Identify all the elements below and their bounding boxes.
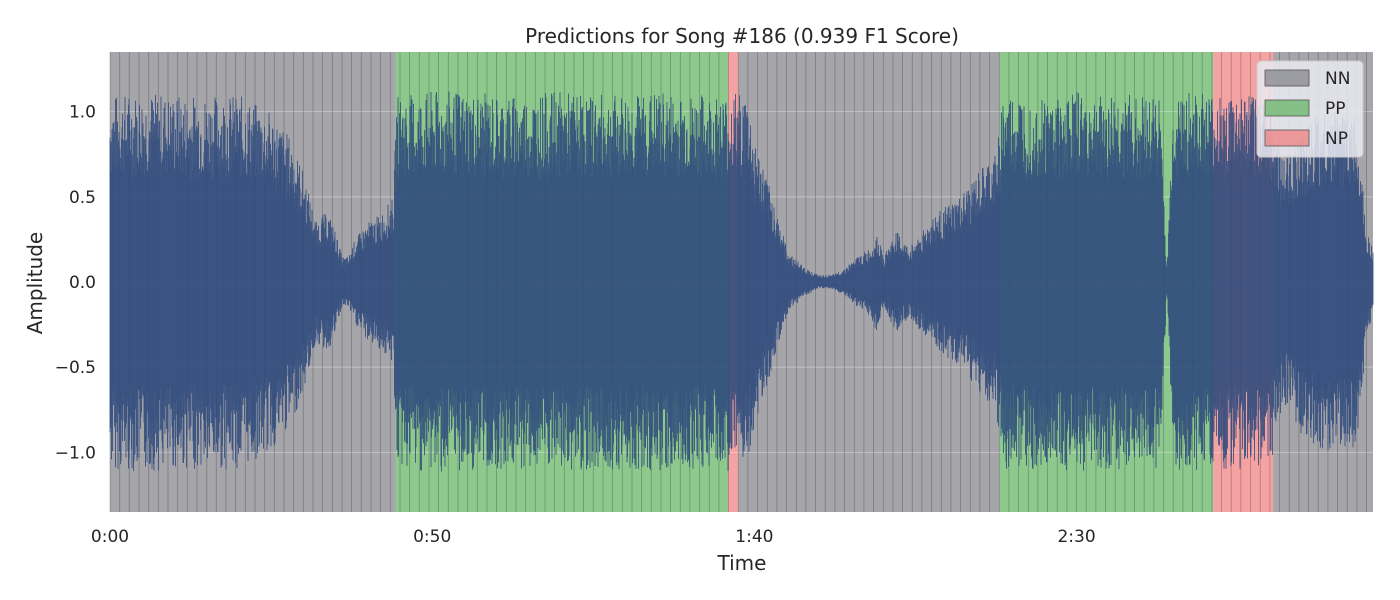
y-tick-label-2: 0.0 <box>69 273 96 293</box>
y-tick-label-0: 1.0 <box>69 103 96 123</box>
chart-title: Predictions for Song #186 (0.939 F1 Scor… <box>525 24 959 48</box>
legend-swatch-pp <box>1264 99 1310 117</box>
waveform-trace <box>109 91 1374 472</box>
legend-swatch-np <box>1264 129 1310 147</box>
y-tick-label-4: −1.0 <box>55 443 96 463</box>
y-ticks: 1.0 0.5 0.0 −0.5 −1.0 <box>55 103 96 464</box>
x-tick-label-3: 2:30 <box>1057 527 1095 547</box>
x-tick-label-2: 1:40 <box>735 527 773 547</box>
y-tick-label-1: 0.5 <box>69 188 96 208</box>
legend-label-pp: PP <box>1325 99 1346 119</box>
y-tick-label-3: −0.5 <box>55 358 96 378</box>
y-axis-label: Amplitude <box>23 232 47 335</box>
legend-label-nn: NN <box>1325 69 1350 89</box>
x-tick-label-0: 0:00 <box>91 527 129 547</box>
x-tick-label-1: 0:50 <box>413 527 451 547</box>
legend-label-np: NP <box>1325 129 1348 149</box>
legend-swatch-nn <box>1264 69 1310 87</box>
x-ticks: 0:00 0:50 1:40 2:30 <box>91 527 1096 547</box>
waveform <box>109 91 1374 472</box>
legend: NN PP NP <box>1256 60 1364 158</box>
x-axis-label: Time <box>717 551 767 575</box>
